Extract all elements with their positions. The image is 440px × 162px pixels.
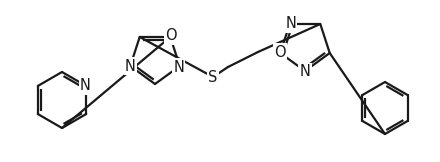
Text: O: O — [275, 45, 286, 59]
Text: O: O — [165, 29, 177, 43]
Text: N: N — [125, 58, 136, 74]
Text: N: N — [285, 17, 296, 31]
Text: S: S — [208, 69, 218, 85]
Text: N: N — [300, 64, 311, 80]
Text: N: N — [80, 79, 91, 93]
Text: N: N — [173, 59, 184, 75]
